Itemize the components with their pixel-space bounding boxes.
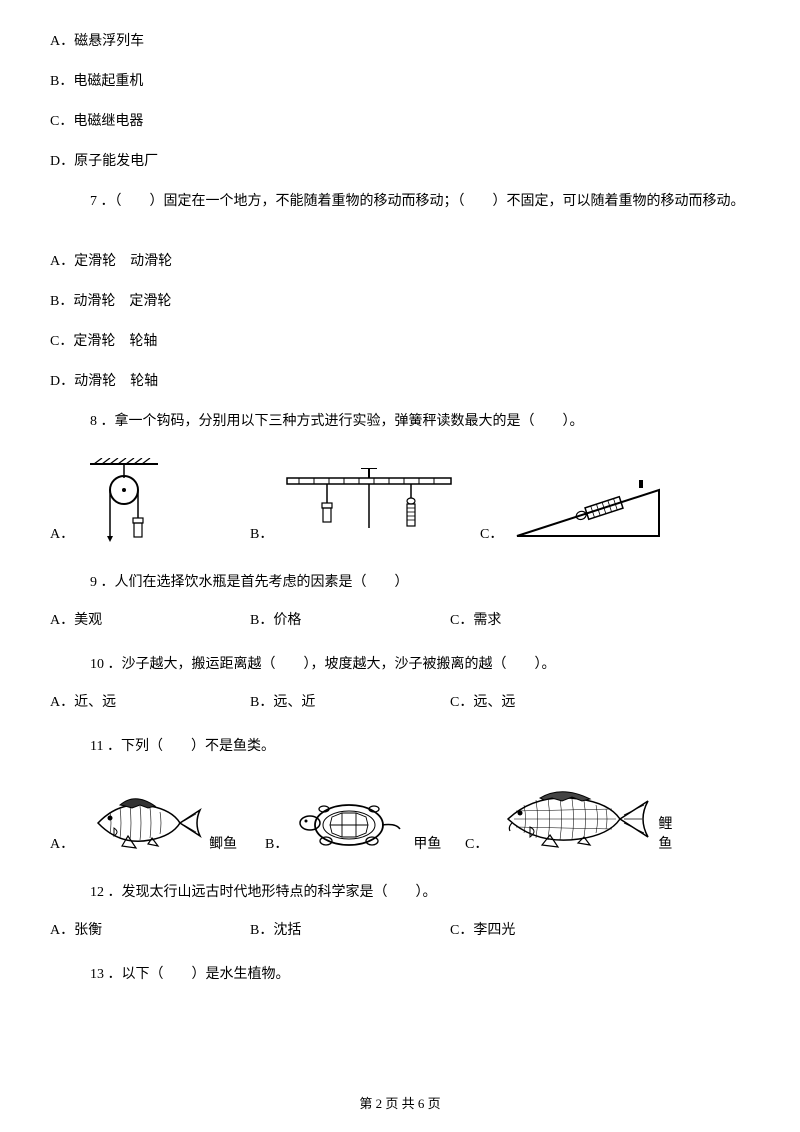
q10-option-c: C．远、远 xyxy=(450,691,650,711)
q7-option-c: C．定滑轮 轮轴 xyxy=(50,330,750,350)
carp-fish-icon xyxy=(494,783,654,853)
q6-option-a: A．磁悬浮列车 xyxy=(50,30,750,50)
q11-label-a: A． xyxy=(50,833,74,853)
q12-option-b: B．沈括 xyxy=(250,919,450,939)
q10-option-a: A．近、远 xyxy=(50,691,250,711)
q12-text: 12 ．发现太行山远古时代地形特点的科学家是（ ）。 xyxy=(90,881,750,901)
q9-text: 9 ．人们在选择饮水瓶是首先考虑的因素是（ ） xyxy=(90,571,750,591)
q8-label-c: C． xyxy=(480,523,503,543)
q11-caption-c2: 鱼 xyxy=(658,833,672,853)
q12-option-c: C．李四光 xyxy=(450,919,650,939)
q12-options: A．张衡 B．沈括 C．李四光 xyxy=(50,919,750,939)
q9-options: A．美观 B．价格 C．需求 xyxy=(50,609,750,629)
q9-option-b: B．价格 xyxy=(250,609,450,629)
q13-text: 13 ．以下（ ）是水生植物。 xyxy=(90,963,750,983)
crucian-fish-icon xyxy=(80,788,205,853)
pulley-icon xyxy=(80,458,170,543)
q11-caption-b: 甲鱼 xyxy=(413,833,441,853)
q9-option-a: A．美观 xyxy=(50,609,250,629)
q8-options-row: A． B． xyxy=(50,458,750,543)
q10-options: A．近、远 B．远、近 C．远、远 xyxy=(50,691,750,711)
q6-option-d: D．原子能发电厂 xyxy=(50,150,750,170)
q10-option-b: B．远、近 xyxy=(250,691,450,711)
q11-options-row: A． 鲫鱼 xyxy=(50,783,750,853)
q7-text: 7 ．（ ）固定在一个地方，不能随着重物的移动而移动；（ ）不固定，可以随着重物… xyxy=(90,190,750,210)
page-footer: 第 2 页 共 6 页 xyxy=(0,1093,800,1112)
q7-option-b: B．动滑轮 定滑轮 xyxy=(50,290,750,310)
q8-text: 8 ．拿一个钩码，分别用以下三种方式进行实验，弹簧秤读数最大的是（ ）。 xyxy=(90,410,750,430)
lever-icon xyxy=(279,468,459,543)
q12-option-a: A．张衡 xyxy=(50,919,250,939)
q6-option-b: B．电磁起重机 xyxy=(50,70,750,90)
q11-text: 11 ．下列（ ）不是鱼类。 xyxy=(90,735,750,755)
q11-caption-a: 鲫鱼 xyxy=(209,833,237,853)
inclined-plane-icon xyxy=(509,478,669,543)
q8-label-b: B． xyxy=(250,523,273,543)
q6-option-c: C．电磁继电器 xyxy=(50,110,750,130)
turtle-icon xyxy=(294,793,409,853)
q10-text: 10 ．沙子越大，搬运距离越（ ），坡度越大，沙子被搬离的越（ ）。 xyxy=(90,653,750,673)
q9-option-c: C．需求 xyxy=(450,609,650,629)
q7-option-a: A．定滑轮 动滑轮 xyxy=(50,250,750,270)
q7-option-d: D．动滑轮 轮轴 xyxy=(50,370,750,390)
q11-label-b: B． xyxy=(265,833,288,853)
q11-label-c: C． xyxy=(465,833,488,853)
q8-label-a: A． xyxy=(50,523,74,543)
q11-caption-c: 鲤 xyxy=(658,813,672,833)
